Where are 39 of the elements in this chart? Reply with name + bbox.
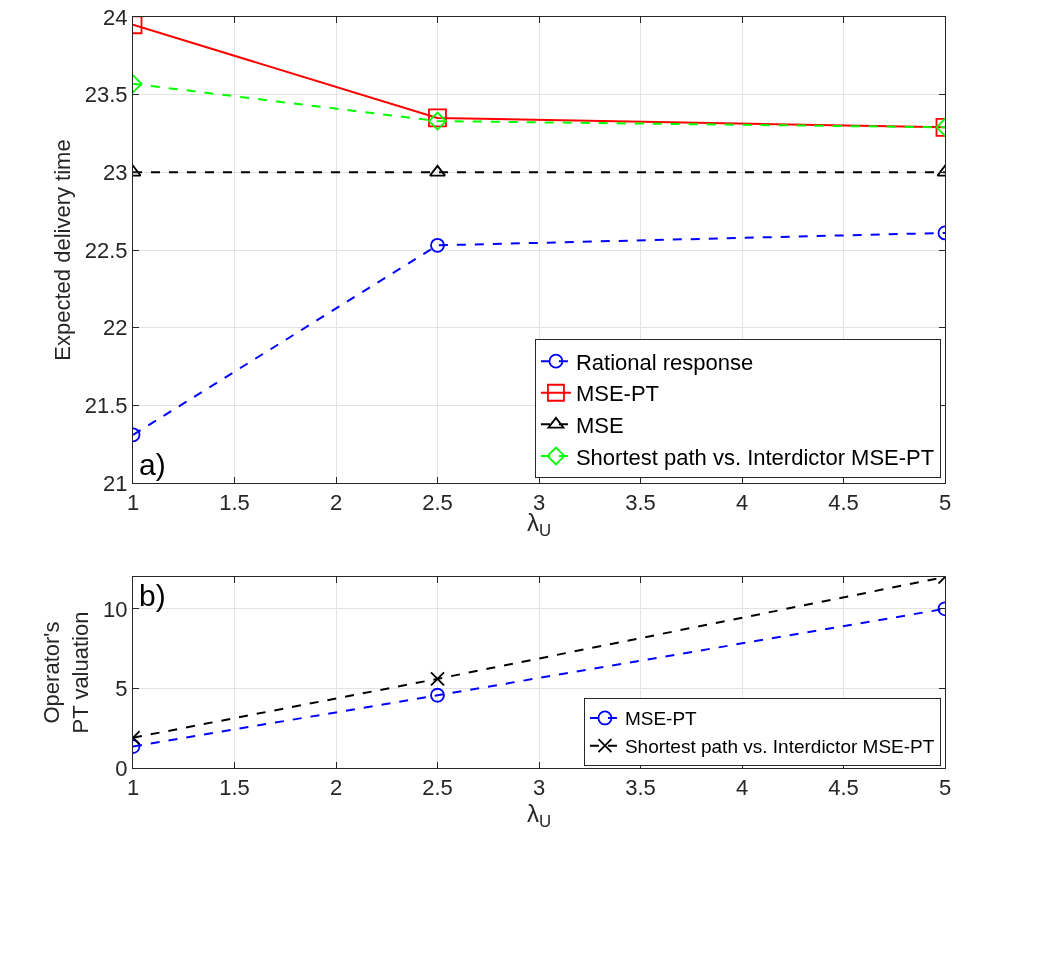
x-tick-label: 3.5 — [625, 775, 656, 801]
x-tick-label: 3 — [532, 775, 546, 801]
legend-label: Rational response — [575, 349, 754, 375]
x-tick-label: 5 — [938, 490, 952, 516]
x-tick-label: 2.5 — [422, 490, 453, 516]
legend-label: Shortest path vs. Interdictor MSE-PT — [575, 444, 935, 470]
y-tick-label: 22 — [103, 315, 128, 341]
y-tick-label: 22.5 — [84, 237, 128, 263]
x-tick-label: 2.5 — [422, 775, 453, 801]
x-tick-label: 1 — [126, 775, 140, 801]
y-axis-title: Expected delivery time — [49, 139, 75, 361]
x-tick-label: 4 — [735, 775, 749, 801]
x-tick-label: 1.5 — [219, 775, 250, 801]
x-axis-title: λ$_{U}$ — [526, 800, 552, 832]
x-tick-label: 2 — [329, 490, 343, 516]
legend-label: MSE-PT — [575, 381, 660, 407]
x-tick-label: 1.5 — [219, 490, 250, 516]
y-tick-label: 10 — [103, 596, 128, 622]
legend-label: MSE — [575, 412, 624, 438]
y-axis-title: Operator's PT valuation — [39, 611, 93, 734]
y-tick-label: 23 — [103, 160, 128, 186]
x-tick-label: 5 — [938, 775, 952, 801]
y-tick-label: 21.5 — [84, 393, 128, 419]
y-tick-label: 0 — [115, 755, 128, 781]
annotation: a) — [139, 448, 166, 481]
x-tick-label: 1 — [126, 490, 140, 516]
x-tick-label: 4.5 — [828, 775, 859, 801]
y-tick-label: 23.5 — [84, 82, 128, 108]
legend-label: MSE-PT — [624, 708, 698, 730]
annotation: b) — [139, 579, 166, 612]
y-tick-label: 24 — [103, 4, 128, 30]
x-tick-label: 3.5 — [625, 490, 656, 516]
x-tick-label: 4.5 — [828, 490, 859, 516]
legend-label: Shortest path vs. Interdictor MSE-PT — [624, 736, 935, 758]
y-tick-label: 21 — [103, 470, 128, 496]
x-tick-label: 4 — [735, 490, 749, 516]
x-tick-label: 3 — [532, 490, 546, 516]
y-tick-label: 5 — [115, 676, 128, 702]
x-tick-label: 2 — [329, 775, 343, 801]
